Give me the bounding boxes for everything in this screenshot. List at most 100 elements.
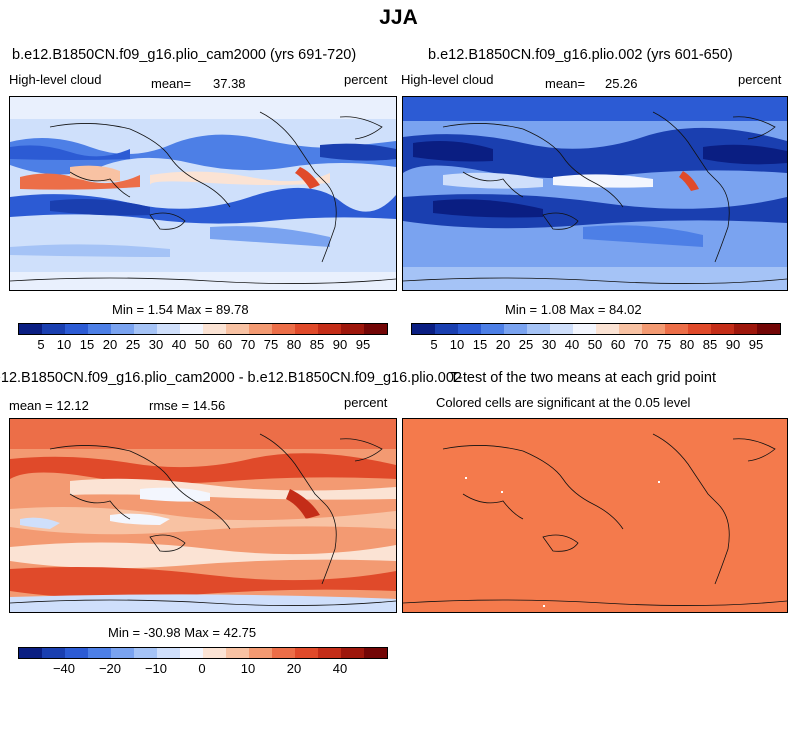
colorbar-swatch [550,324,573,334]
colorbar-swatch [42,324,65,334]
panel3-rmse: rmse = 14.56 [149,398,226,413]
colorbar-swatch [272,648,295,658]
colorbar-tick-label: 80 [286,337,302,352]
colorbar-swatch [734,324,757,334]
colorbar-tick-label: 10 [449,337,465,352]
colorbar-tick-label: −20 [98,661,122,676]
colorbar-swatch [665,324,688,334]
colorbar-tick-label: −40 [52,661,76,676]
colorbar-swatch [688,324,711,334]
colorbar-swatch [341,648,364,658]
colorbar-tick-label: 70 [633,337,649,352]
colorbar-swatch [318,648,341,658]
colorbar-tick-label: 90 [725,337,741,352]
colorbar-swatch [711,324,734,334]
panel1-mean-label: mean= [151,76,192,91]
colorbar-tick-label: 50 [587,337,603,352]
panel2-mean-value: 25.26 [605,76,638,91]
colorbar-swatch [180,648,203,658]
colorbar-swatch [88,324,111,334]
colorbar-tick-label: 30 [148,337,164,352]
panel4-subtitle: Colored cells are significant at the 0.0… [436,395,691,410]
colorbar-tick-label: 0 [198,661,206,676]
colorbar-tick-label: 20 [286,661,302,676]
colorbar-abs-left [18,323,388,335]
colorbar-tick-label: 15 [79,337,95,352]
colorbar-tick-label: 95 [355,337,371,352]
panel2-minmax: Min = 1.08 Max = 84.02 [505,302,642,317]
panel2-title: b.e12.B1850CN.f09_g16.plio.002 (yrs 601-… [428,47,733,63]
colorbar-swatch [180,324,203,334]
colorbar-swatch [111,324,134,334]
colorbar-tick-label: 85 [309,337,325,352]
colorbar-tick-label: 60 [610,337,626,352]
colorbar-swatch [573,324,596,334]
colorbar-swatch [364,648,387,658]
colorbar-swatch [642,324,665,334]
panel1-variable: High-level cloud [9,72,102,87]
colorbar-swatch [65,648,88,658]
colorbar-swatch [134,648,157,658]
colorbar-tick-label: 90 [332,337,348,352]
colorbar-tick-label: 75 [656,337,672,352]
colorbar-abs-right [411,323,781,335]
panel2-mean-label: mean= [545,76,586,91]
panel1-title: b.e12.B1850CN.f09_g16.plio_cam2000 (yrs … [12,47,357,63]
colorbar-tick-label: 70 [240,337,256,352]
colorbar-tick-label: 20 [495,337,511,352]
colorbar-swatch [111,648,134,658]
colorbar-swatch [203,324,226,334]
colorbar-swatch [157,324,180,334]
panel3-title: b.e12.B1850CN.f09_g16.plio_cam2000 - b.e… [0,370,462,386]
panel1-map [9,96,397,291]
colorbar-swatch [435,324,458,334]
colorbar-swatch [527,324,550,334]
colorbar-swatch [481,324,504,334]
colorbar-swatch [295,648,318,658]
colorbar-tick-label: 40 [564,337,580,352]
colorbar-tick-label: 30 [541,337,557,352]
colorbar-swatch [504,324,527,334]
colorbar-swatch [19,324,42,334]
colorbar-tick-label: −10 [144,661,168,676]
colorbar-swatch [134,324,157,334]
colorbar-swatch [341,324,364,334]
colorbar-tick-label: 50 [194,337,210,352]
colorbar-swatch [458,324,481,334]
colorbar-tick-label: 10 [240,661,256,676]
colorbar-swatch [364,324,387,334]
colorbar-swatch [249,324,272,334]
colorbar-tick-label: 10 [56,337,72,352]
panel2-units: percent [738,72,782,87]
panel3-minmax: Min = -30.98 Max = 42.75 [108,625,257,640]
colorbar-swatch [19,648,42,658]
colorbar-swatch [226,648,249,658]
colorbar-swatch [596,324,619,334]
colorbar-tick-label: 80 [679,337,695,352]
panel3-units: percent [344,395,388,410]
colorbar-swatch [226,324,249,334]
colorbar-swatch [157,648,180,658]
panel2-variable: High-level cloud [401,72,494,87]
colorbar-tick-label: 60 [217,337,233,352]
colorbar-swatch [88,648,111,658]
colorbar-swatch [42,648,65,658]
colorbar-tick-label: 40 [332,661,348,676]
colorbar-tick-label: 20 [102,337,118,352]
colorbar-swatch [757,324,780,334]
colorbar-tick-label: 40 [171,337,187,352]
colorbar-swatch [65,324,88,334]
colorbar-tick-label: 25 [518,337,534,352]
colorbar-swatch [295,324,318,334]
colorbar-tick-label: 15 [472,337,488,352]
panel1-units: percent [344,72,388,87]
colorbar-tick-label: 5 [430,337,438,352]
colorbar-tick-label: 85 [702,337,718,352]
panel2-map [402,96,788,291]
colorbar-swatch [619,324,642,334]
panel3-mean: mean = 12.12 [9,398,89,413]
colorbar-tick-label: 5 [37,337,45,352]
panel1-mean-value: 37.38 [213,76,246,91]
panel3-map [9,418,397,613]
panel1-minmax: Min = 1.54 Max = 89.78 [112,302,249,317]
